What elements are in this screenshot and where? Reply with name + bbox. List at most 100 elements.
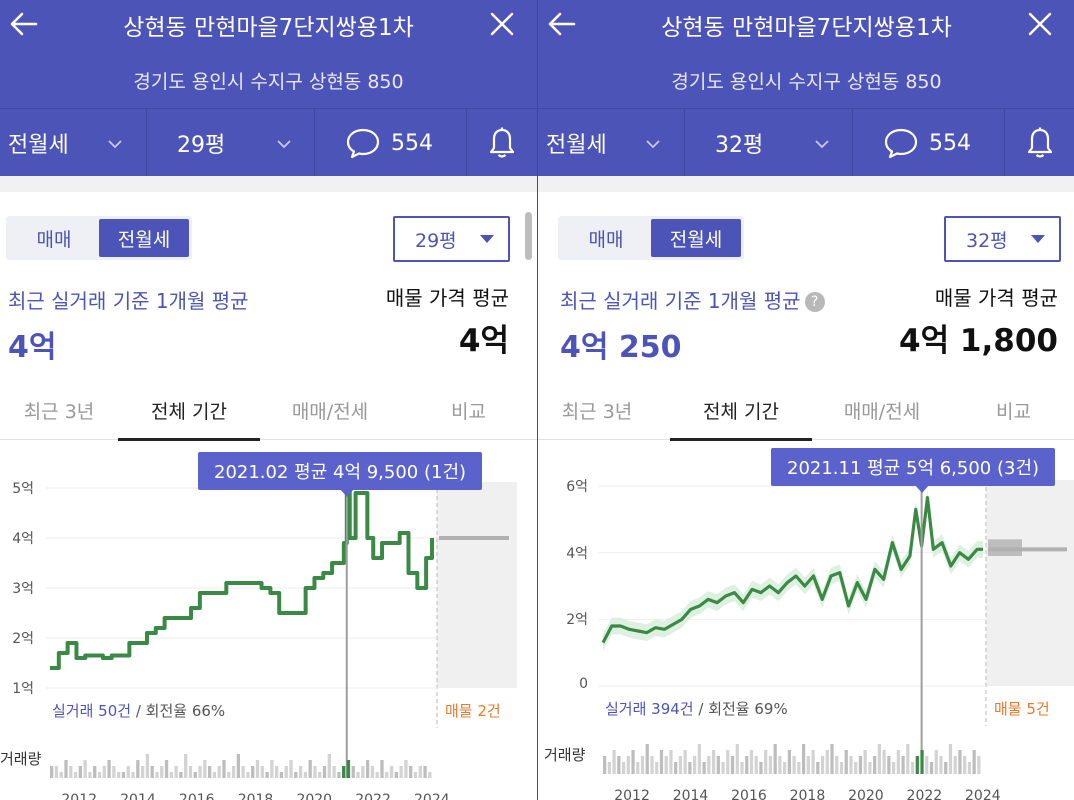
x-tick-label: 2018: [237, 792, 274, 800]
volume-bar: [697, 744, 701, 774]
volume-bar: [877, 744, 882, 774]
section-gap: [538, 176, 1074, 192]
volume-bar: [164, 760, 169, 778]
asking-avg-value: 4억: [458, 323, 509, 359]
y-tick-label: 2억: [566, 612, 588, 629]
back-arrow-icon[interactable]: [6, 6, 42, 42]
tooltip-arrow: [339, 489, 354, 497]
volume-bar: [50, 766, 54, 778]
volume-bar: [910, 762, 915, 774]
volume-bar: [759, 762, 763, 774]
toggle-lease[interactable]: 전월세: [99, 219, 189, 257]
volume-bar: [318, 772, 322, 778]
toggle-lease[interactable]: 전월세: [651, 219, 741, 257]
filter-row: 전월세 32평 554: [538, 108, 1074, 177]
price-chart-svg: [46, 476, 517, 778]
recent-avg-label-text: 최근 실거래 기준 1개월 평균: [8, 289, 249, 313]
price-chart[interactable]: 2021.11 평균 5억 6,500 (3건) 실거래 394건 / 회전율 …: [538, 440, 1074, 800]
notification-button[interactable]: [467, 109, 537, 177]
price-chart[interactable]: 2021.02 평균 4억 9,500 (1건) 실거래 50건 / 회전율 6…: [0, 440, 537, 800]
volume-bar: [693, 756, 697, 774]
recent-avg-value: 4억: [8, 330, 57, 365]
volume-bar: [179, 772, 183, 778]
filter-type-label: 전월세: [546, 133, 607, 158]
volume-bar: [394, 772, 398, 778]
volume-bar: [612, 750, 616, 774]
chart-tooltip: 2021.11 평균 5억 6,500 (3건): [771, 448, 1056, 493]
volume-bar: [423, 766, 427, 778]
volume-bar: [939, 756, 943, 774]
recent-avg-value: 4억 250: [560, 330, 682, 365]
close-icon[interactable]: [1024, 8, 1056, 40]
volume-bar: [854, 762, 858, 774]
volume-bar: [754, 756, 758, 774]
volume-bar: [54, 766, 59, 778]
volume-bar: [121, 772, 126, 778]
scrollbar[interactable]: [525, 212, 532, 260]
volume-label: 거래량: [544, 746, 586, 764]
size-select[interactable]: 29평: [393, 216, 510, 262]
volume-bar: [726, 750, 730, 774]
tab-sale-lease[interactable]: 매매/전세: [291, 400, 369, 423]
volume-bar: [811, 750, 815, 774]
notification-button[interactable]: [1005, 109, 1074, 177]
volume-bar: [279, 772, 284, 778]
volume-bar: [659, 750, 664, 774]
x-tick-label: 2014: [120, 792, 156, 800]
tab-sale-lease[interactable]: 매매/전세: [843, 400, 921, 423]
volume-bar: [740, 762, 744, 774]
volume-bar: [631, 750, 635, 774]
x-tick-label: 2016: [178, 792, 215, 800]
volume-bar: [773, 744, 777, 774]
comments-button[interactable]: 554: [853, 109, 1005, 177]
volume-bar: [255, 760, 260, 778]
volume-bar: [184, 754, 188, 778]
y-tick-label: 3억: [12, 581, 34, 597]
tab-all-period[interactable]: 전체 기간: [670, 380, 812, 441]
volume-bar: [322, 766, 327, 778]
close-icon[interactable]: [486, 8, 518, 40]
volume-bar: [136, 760, 140, 778]
tab-recent-3y[interactable]: 최근 3년: [23, 400, 95, 423]
volume-bar: [977, 756, 981, 774]
volume-bar: [389, 766, 394, 778]
size-select[interactable]: 32평: [944, 216, 1061, 262]
toggle-sale[interactable]: 매매: [588, 228, 624, 251]
tab-all-period[interactable]: 전체 기간: [118, 380, 260, 441]
back-arrow-icon[interactable]: [544, 6, 580, 42]
volume-bar: [858, 756, 863, 774]
filter-type-dropdown[interactable]: 전월세: [0, 109, 147, 177]
comments-count: 554: [391, 130, 433, 156]
size-dropdown[interactable]: 32평: [685, 109, 853, 177]
volume-bar: [413, 772, 418, 778]
volume-bar: [626, 756, 630, 774]
volume-bar: [342, 766, 346, 778]
listing-area: [437, 482, 517, 688]
volume-bar: [972, 750, 976, 774]
comments-button[interactable]: 554: [315, 109, 467, 177]
toggle-sale[interactable]: 매매: [36, 228, 72, 251]
volume-bar: [370, 766, 375, 778]
chart-tooltip: 2021.02 평균 4억 9,500 (1건): [198, 452, 483, 497]
volume-bar: [801, 744, 806, 774]
turnover-text: / 회전율 66%: [131, 702, 226, 720]
volume-bar: [203, 760, 207, 778]
filter-type-dropdown[interactable]: 전월세: [538, 109, 685, 177]
volume-bar: [284, 766, 288, 778]
listing-count: 매물 5건: [994, 700, 1050, 718]
price-chart-svg: [599, 474, 1074, 774]
x-tick-label: 2014: [672, 788, 709, 800]
tab-compare[interactable]: 비교: [996, 400, 1031, 423]
volume-bar: [820, 756, 825, 774]
volume-bar: [783, 762, 787, 774]
volume-bar: [839, 762, 844, 774]
tab-recent-3y[interactable]: 최근 3년: [561, 400, 633, 423]
volume-bar: [735, 744, 739, 774]
help-icon[interactable]: ?: [804, 292, 825, 312]
volume-bar: [891, 762, 896, 774]
size-dropdown[interactable]: 29평: [147, 109, 315, 177]
volume-bar: [664, 756, 668, 774]
tab-compare[interactable]: 비교: [451, 400, 486, 423]
volume-bar: [294, 772, 298, 778]
